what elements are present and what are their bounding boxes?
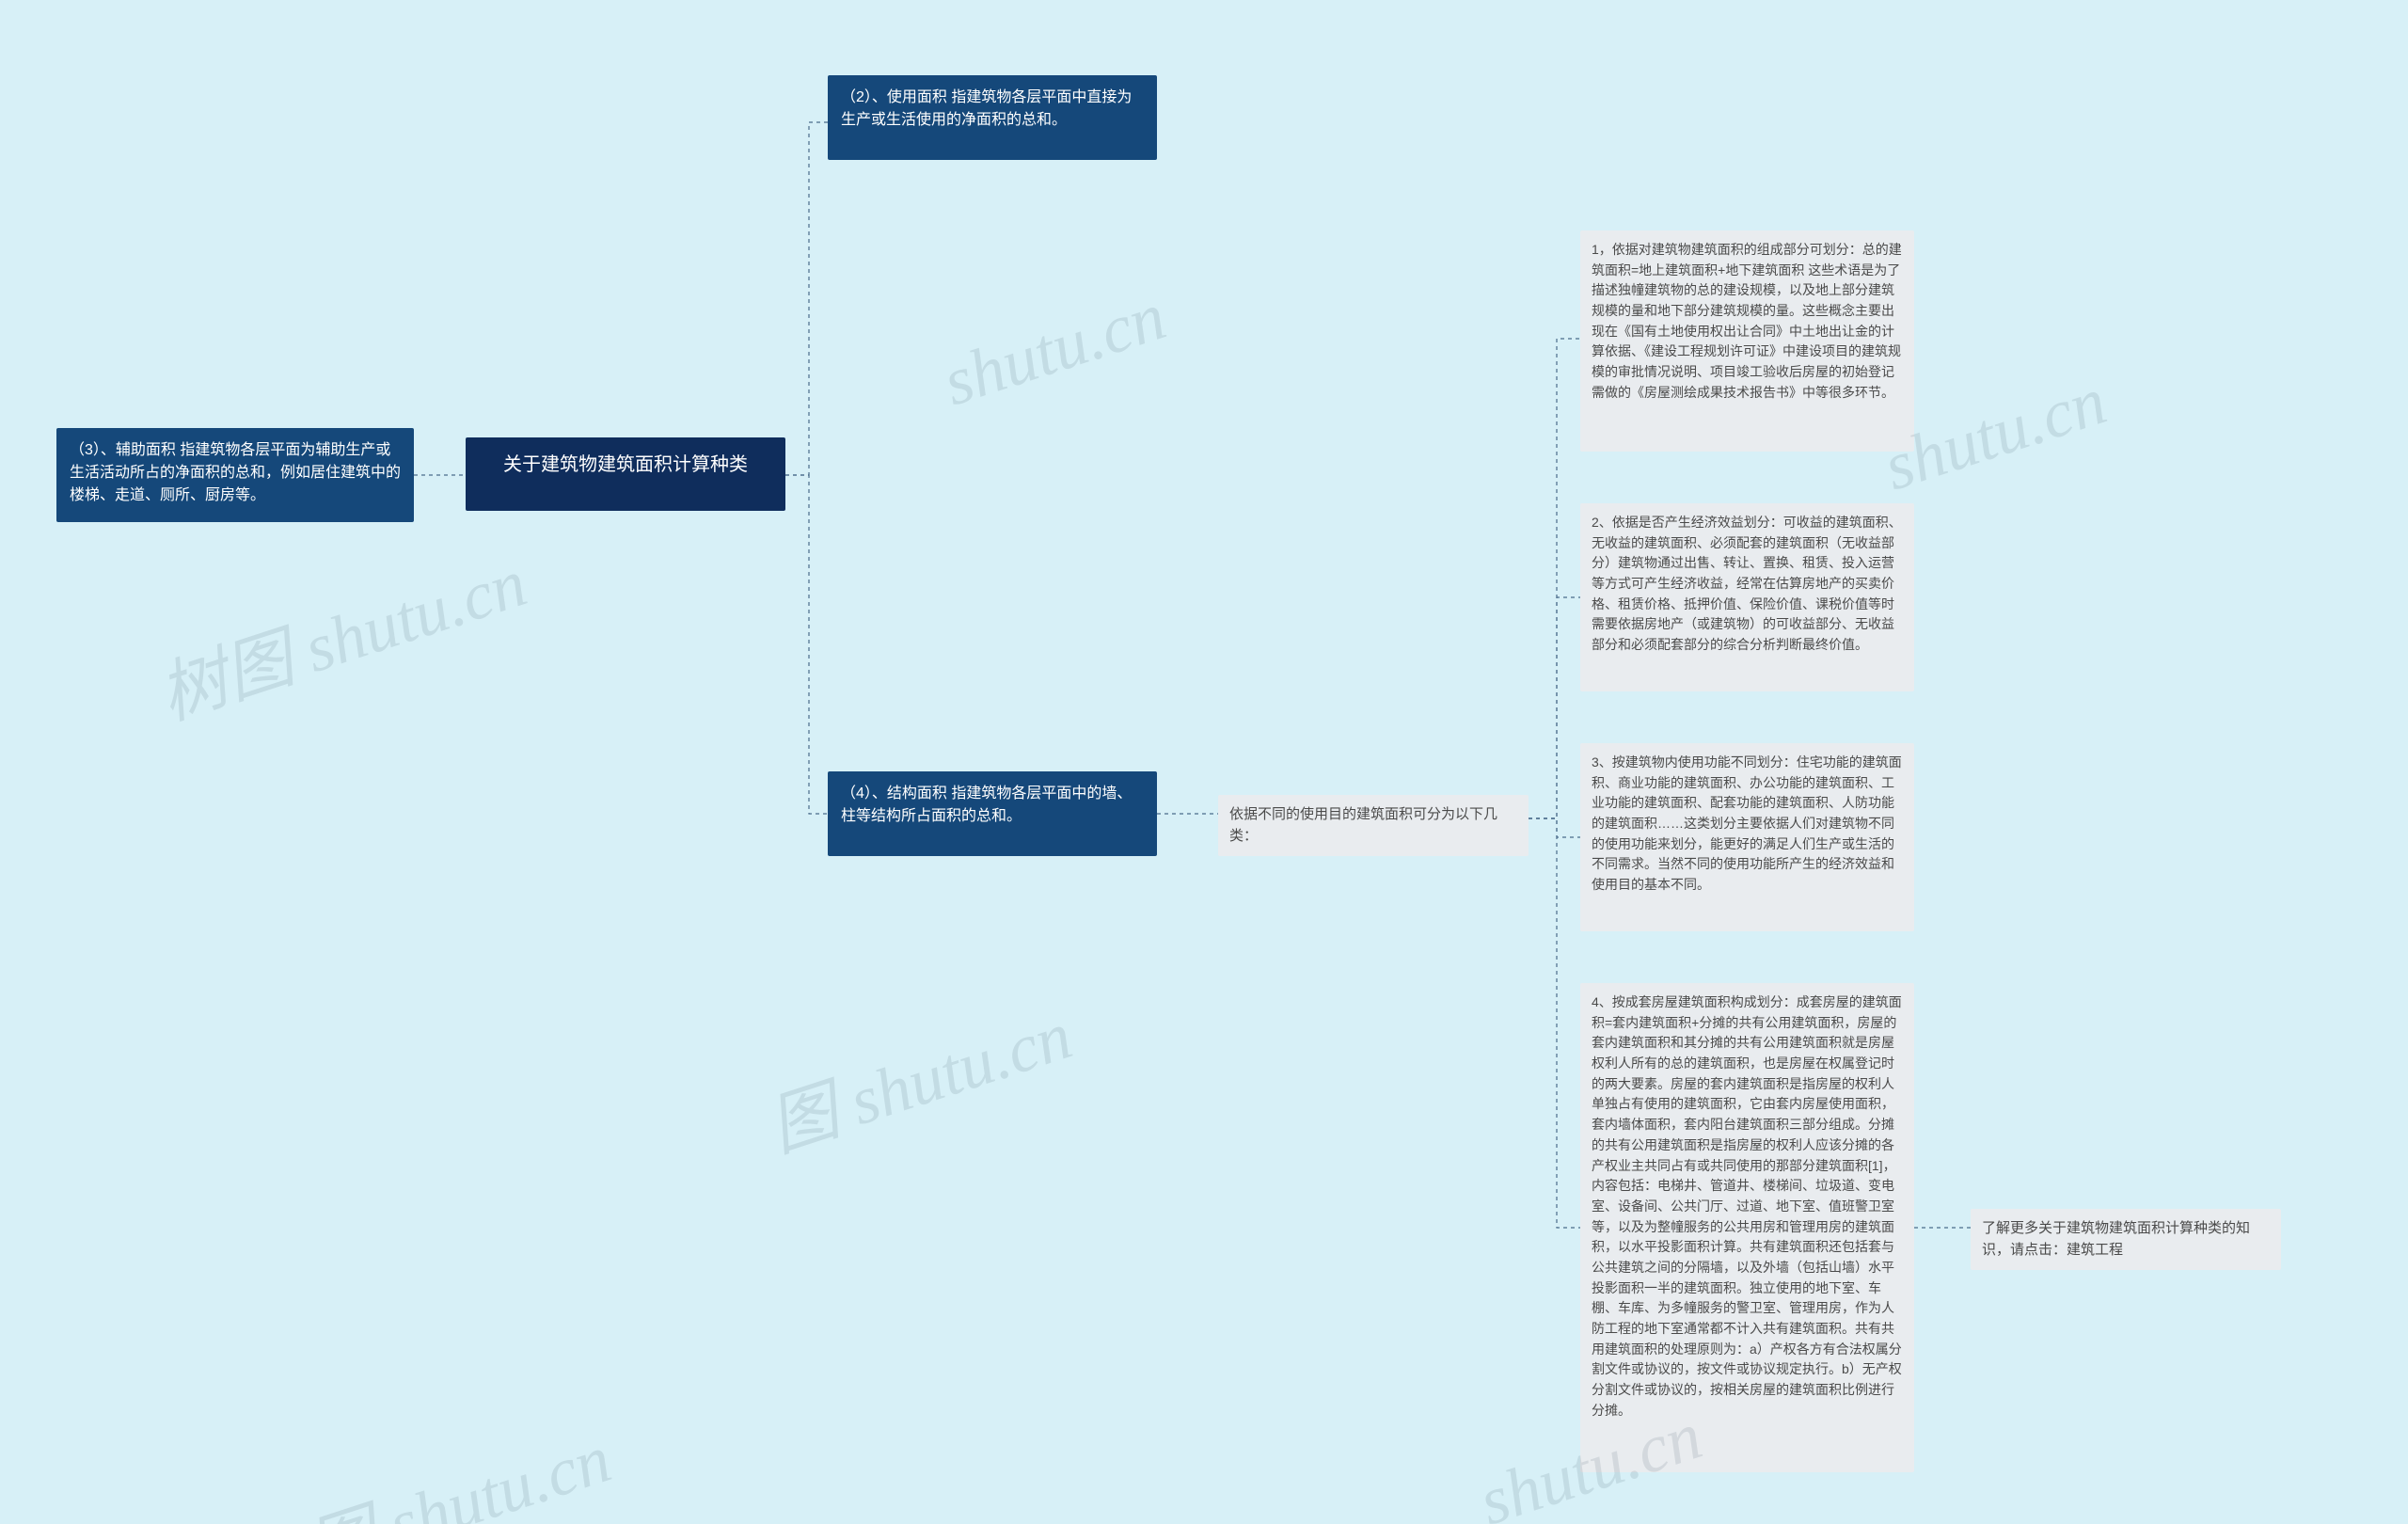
detail-node-3: 3、按建筑物内使用功能不同划分：住宅功能的建筑面积、商业功能的建筑面积、办公功能… bbox=[1580, 743, 1914, 931]
detail-node-4: 4、按成套房屋建筑面积构成划分：成套房屋的建筑面积=套内建筑面积+分摊的共有公用… bbox=[1580, 983, 1914, 1472]
sub-intro-node: 依据不同的使用目的建筑面积可分为以下几类： bbox=[1218, 795, 1529, 856]
branch-node-3: （3）、辅助面积 指建筑物各层平面为辅助生产或生活活动所占的净面积的总和，例如居… bbox=[56, 428, 414, 522]
root-node: 关于建筑物建筑面积计算种类 bbox=[466, 437, 785, 511]
watermark: 图 shutu.cn bbox=[754, 979, 1082, 1169]
tail-node: 了解更多关于建筑物建筑面积计算种类的知识，请点击：建筑工程 bbox=[1971, 1209, 2281, 1270]
watermark: 树图 shutu.cn bbox=[145, 527, 537, 738]
branch-node-2: （2）、使用面积 指建筑物各层平面中直接为生产或生活使用的净面积的总和。 bbox=[828, 75, 1157, 160]
detail-node-2: 2、依据是否产生经济效益划分：可收益的建筑面积、无收益的建筑面积、必须配套的建筑… bbox=[1580, 503, 1914, 691]
branch-node-4: （4）、结构面积 指建筑物各层平面中的墙、柱等结构所占面积的总和。 bbox=[828, 771, 1157, 856]
watermark: 图 shutu.cn bbox=[293, 1403, 621, 1524]
detail-node-1: 1，依据对建筑物建筑面积的组成部分可划分：总的建筑面积=地上建筑面积+地下建筑面… bbox=[1580, 230, 1914, 452]
connector-layer bbox=[0, 0, 2408, 1524]
watermark: shutu.cn bbox=[934, 278, 1175, 422]
